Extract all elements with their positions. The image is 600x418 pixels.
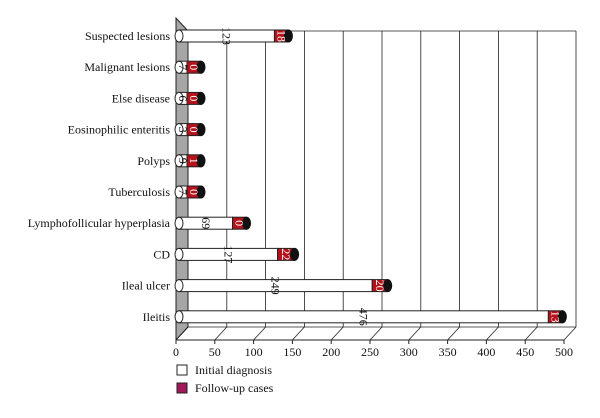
category-label: Else disease — [112, 91, 170, 105]
bar-end-cap — [196, 123, 206, 137]
bar-cap — [174, 29, 184, 43]
value-label-initial-diagnosis: 9 — [176, 158, 190, 164]
value-label-follow-up-cases: 20 — [373, 280, 387, 292]
legend-label-follow-up-cases: Follow-up cases — [195, 381, 274, 395]
x-tick-label: 100 — [245, 345, 263, 359]
bar-end-cap — [196, 185, 206, 199]
value-label-initial-diagnosis: 6 — [176, 95, 190, 101]
value-label-follow-up-cases: 13 — [548, 311, 562, 323]
floor-gridline — [253, 326, 266, 341]
category-label: Eosinophilic enteritis — [68, 123, 171, 137]
bar-end-cap — [196, 60, 206, 74]
x-tick-label: 150 — [283, 345, 301, 359]
x-tick-label: 300 — [400, 345, 418, 359]
bar-cap — [174, 216, 184, 230]
gridlines — [175, 30, 577, 341]
x-tick-label: 250 — [361, 345, 379, 359]
bar-cap — [174, 60, 184, 74]
value-label-initial-diagnosis: 3 — [176, 127, 190, 133]
bar-cap — [174, 154, 184, 168]
x-axis-ticks: 0 50 100 150 200 250 300 350 400 450 500 — [173, 340, 573, 359]
category-label: Suspected lesions — [85, 29, 170, 43]
category-label: Ileitis — [143, 310, 171, 324]
floor-gridline — [524, 326, 538, 341]
value-label-follow-up-cases: 0 — [233, 220, 247, 226]
floor-gridline — [369, 326, 383, 341]
bar-cap — [174, 310, 184, 324]
legend-swatch-initial-diagnosis — [176, 364, 188, 376]
bar-end-cap — [196, 154, 206, 168]
value-label-follow-up-cases: 18 — [274, 30, 288, 42]
value-label-initial-diagnosis: 249 — [269, 277, 283, 295]
x-tick-label: 400 — [477, 345, 495, 359]
x-tick-label: 350 — [439, 345, 457, 359]
value-label-initial-diagnosis: 476 — [357, 308, 371, 326]
bar-cap — [174, 185, 184, 199]
value-label-initial-diagnosis: 69 — [199, 217, 213, 229]
x-tick-label: 450 — [516, 345, 534, 359]
floor-gridline — [486, 326, 499, 341]
bar-end-cap — [242, 216, 252, 230]
x-tick-label: 0 — [173, 345, 179, 359]
category-label: Ileal ulcer — [122, 279, 170, 293]
legend-swatch-follow-up-cases — [176, 382, 188, 394]
legend-label-initial-diagnosis: Initial diagnosis — [195, 363, 272, 377]
value-label-initial-diagnosis: 127 — [221, 245, 235, 263]
floor-gridline — [175, 326, 189, 341]
bar-cap — [174, 279, 184, 293]
category-label: Lymphofollicular hyperplasia — [28, 216, 171, 230]
floor-gridline — [330, 326, 344, 341]
legend: Initial diagnosis Follow-up cases — [176, 363, 274, 395]
category-label: Malignant lesions — [84, 60, 170, 74]
bar-cap — [174, 91, 184, 105]
category-label: Tuberculosis — [108, 185, 170, 199]
x-tick-label: 500 — [555, 345, 573, 359]
bar-end-cap — [283, 29, 293, 43]
bar-end-cap — [196, 91, 206, 105]
category-label: CD — [153, 247, 170, 261]
category-label: Polyps — [137, 154, 170, 168]
bar-cap — [174, 247, 184, 261]
bar-end-cap — [557, 310, 567, 324]
value-label-follow-up-cases: 22 — [279, 248, 293, 260]
floor-gridline — [292, 326, 305, 341]
bar-cap — [174, 123, 184, 137]
value-label-follow-up-cases: 0 — [187, 189, 201, 195]
floor-gridline — [447, 326, 460, 341]
category-labels: Suspected lesions Malignant lesions Else d… — [28, 29, 171, 324]
value-label-follow-up-cases: 0 — [187, 64, 201, 70]
x-tick-label: 200 — [322, 345, 340, 359]
value-label-follow-up-cases: 0 — [187, 127, 201, 133]
floor-gridline — [408, 326, 422, 341]
floor-gridline — [563, 326, 577, 341]
value-label-initial-diagnosis: 7 — [176, 189, 190, 195]
bar-end-cap — [290, 247, 300, 261]
floor-gridline — [214, 326, 228, 341]
value-label-initial-diagnosis: 123 — [220, 27, 234, 45]
bar-end-cap — [383, 279, 393, 293]
value-label-follow-up-cases: 0 — [187, 95, 201, 101]
value-label-follow-up-cases: 1 — [187, 158, 201, 164]
x-tick-label: 50 — [209, 345, 221, 359]
value-label-initial-diagnosis: 7 — [176, 64, 190, 70]
